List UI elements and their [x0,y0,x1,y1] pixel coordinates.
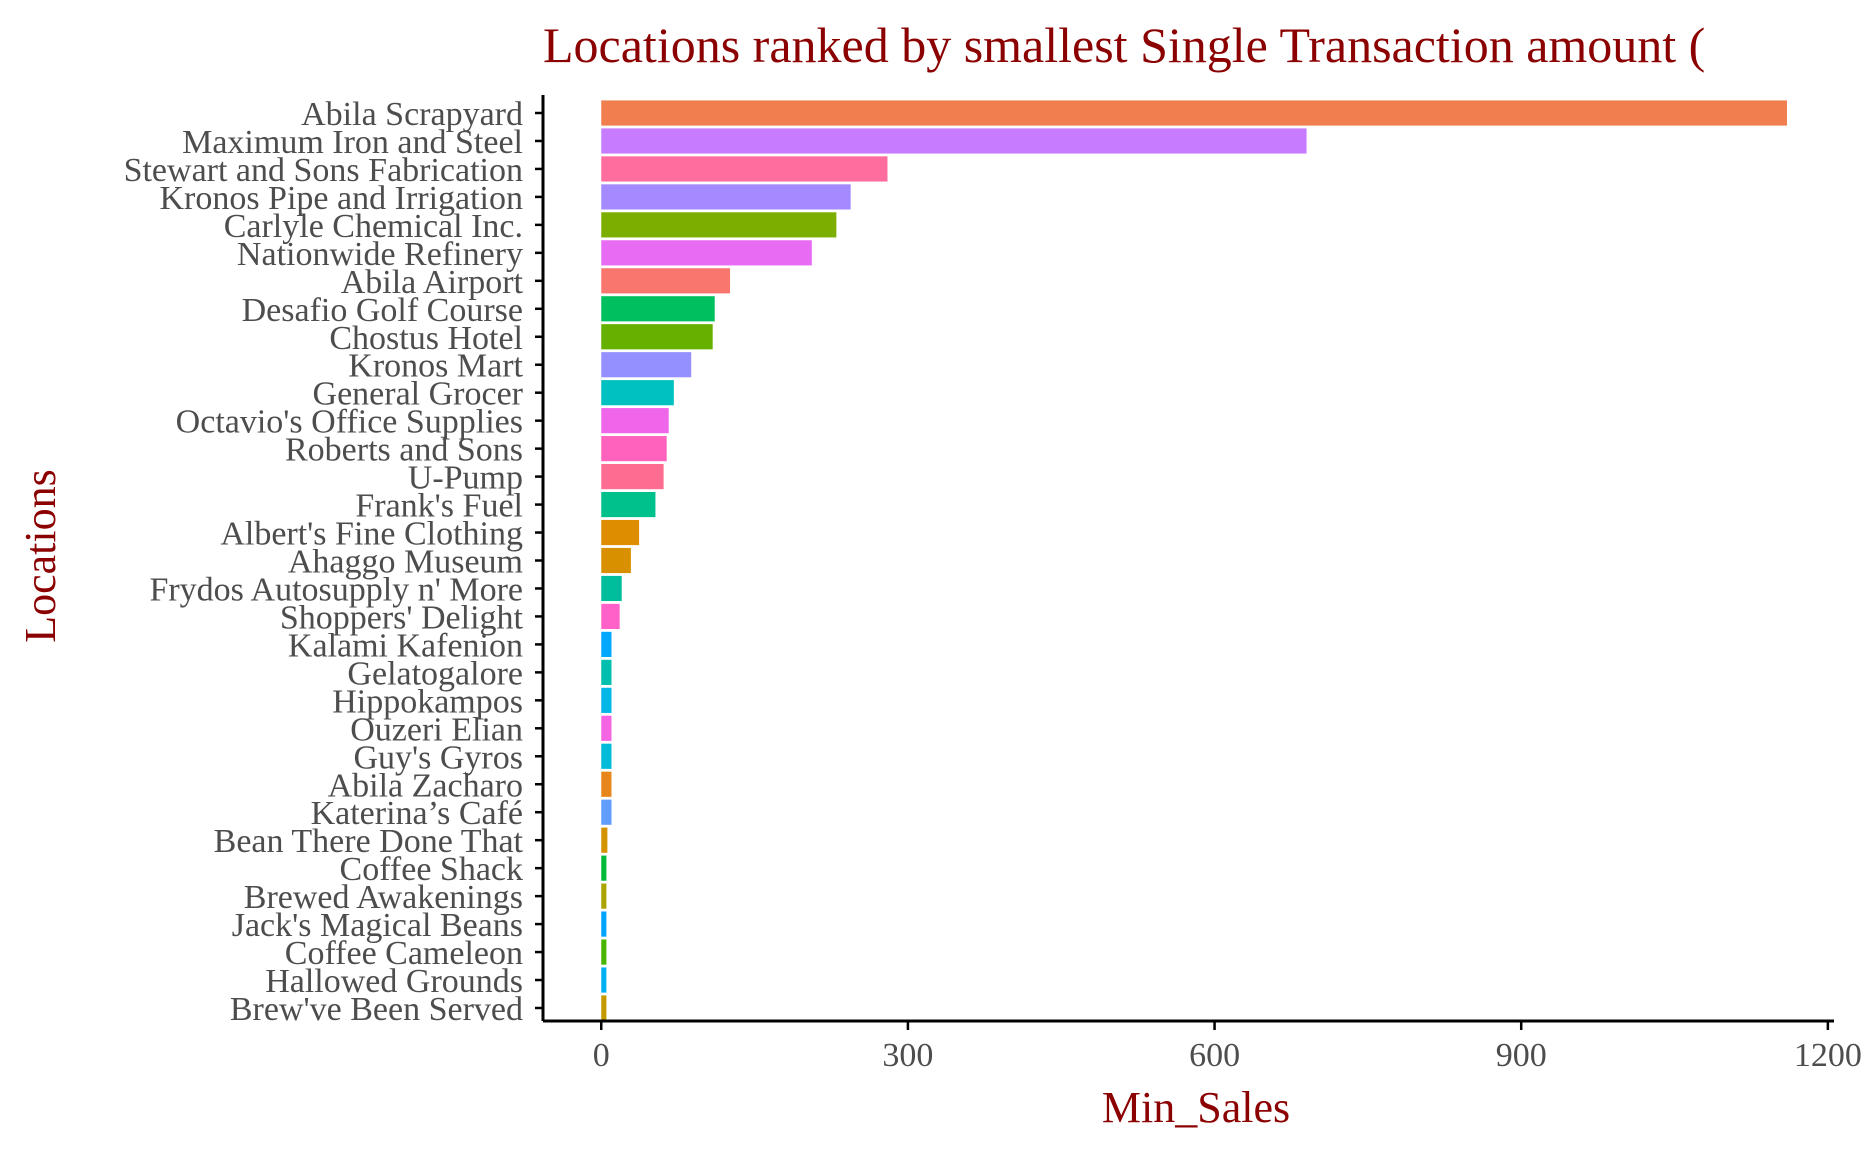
bar [601,100,1787,126]
y-tick-label: Brewed Awakenings [244,879,523,916]
x-tick-label: 1200 [1794,1037,1862,1074]
y-tick-label: Ouzeri Elian [350,711,523,748]
x-tick-label: 300 [882,1037,933,1074]
y-tick-label: Hippokampos [332,683,523,720]
bar [601,212,837,238]
y-tick-label: Albert's Fine Clothing [220,516,523,553]
bar [601,491,656,518]
y-tick-label: Desafio Golf Course [242,292,523,329]
y-tick-label: Shoppers' Delight [280,599,524,636]
y-tick-label: Gelatogalore [347,655,523,692]
y-tick-label: Bean There Done That [214,823,524,860]
y-tick-label: Kronos Mart [348,348,523,385]
y-tick-label: Coffee Cameleon [285,935,523,972]
bar [601,715,612,741]
y-tick-label: Stewart and Sons Fabrication [124,152,523,189]
y-tick-label: Kalami Kafenion [288,627,523,664]
bar [601,771,612,797]
bar [601,799,612,825]
y-tick-label: Guy's Gyros [353,739,523,776]
y-tick-label: Octavio's Office Supplies [176,404,523,441]
bar [601,436,667,462]
bar [601,240,812,266]
bar [601,687,612,713]
bar [601,967,607,993]
y-tick-label: Carlyle Chemical Inc. [224,208,523,245]
y-tick-label: Katerina’s Café [311,795,523,832]
y-tick-label: Frank's Fuel [355,488,523,525]
x-tick-label: 600 [1189,1037,1240,1074]
bar [601,324,713,350]
y-tick-label: Abila Zacharo [328,767,523,804]
bar [601,911,607,937]
bar [601,464,664,490]
y-tick-label: General Grocer [313,376,524,413]
bars-group [601,100,1787,1021]
bar [601,575,622,602]
bar [601,408,669,434]
bar [601,631,612,657]
bar [601,156,888,182]
y-tick-label: Maximum Iron and Steel [182,124,523,161]
bar [601,659,612,685]
y-tick-label: Brew've Been Served [230,991,523,1028]
x-tick-label: 900 [1496,1037,1547,1074]
y-tick-label: Nationwide Refinery [237,236,523,273]
x-axis-title: Min_Sales [1102,1083,1290,1132]
y-tick-label: Chostus Hotel [329,320,523,357]
y-tick-label: Hallowed Grounds [265,963,523,1000]
chart-title: Locations ranked by smallest Single Tran… [543,17,1705,73]
bar [601,184,851,210]
bar [601,352,692,378]
bar [601,855,607,881]
bar [601,995,607,1021]
bar [601,519,640,546]
x-axis-group: 0 300 600 900 1200 [593,1021,1862,1074]
bar [601,743,612,769]
y-tick-label: U-Pump [408,460,523,497]
bar [601,939,607,965]
y-tick-label: Kronos Pipe and Irrigation [159,180,523,217]
y-tick-label: Abila Scrapyard [301,96,523,133]
y-tick-label: Abila Airport [341,264,524,301]
y-tick-label: Ahaggo Museum [288,544,523,581]
bar [601,603,620,630]
y-axis-title: Locations [16,469,65,643]
bar [601,128,1307,154]
y-tick-label: Frydos Autosupply n' More [149,571,523,608]
y-tick-label: Coffee Shack [340,851,523,888]
y-tick-label: Jack's Magical Beans [232,907,523,944]
bar [601,827,608,853]
bar [601,380,674,406]
bar [601,268,731,294]
bar [601,547,631,574]
x-tick-label: 0 [593,1037,610,1074]
bar [601,296,715,322]
bar [601,883,607,909]
y-tick-label: Roberts and Sons [285,432,523,469]
